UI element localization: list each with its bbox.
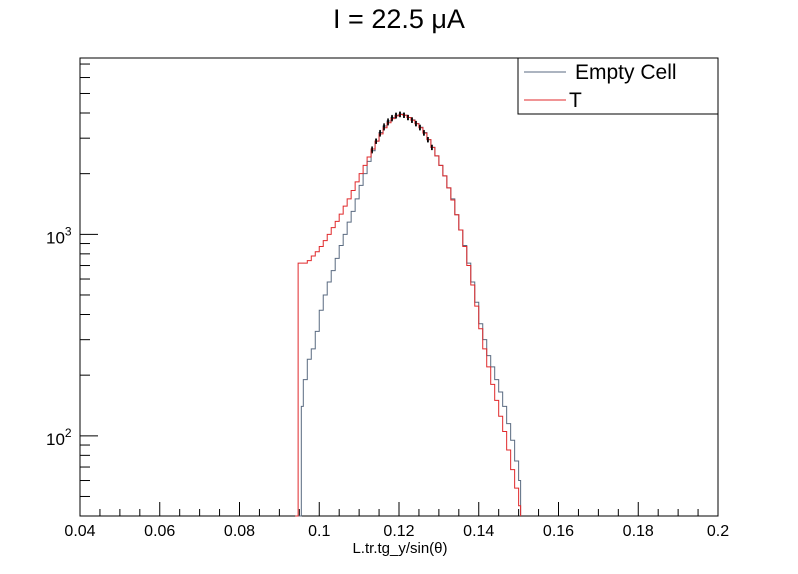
x-tick-label: 0.16 [543, 523, 574, 540]
legend-label-t: T [569, 89, 582, 112]
x-tick-label: 0.12 [383, 523, 414, 540]
y-tick-label: 103 [46, 224, 72, 247]
chart-title: I = 22.5 μA [333, 4, 465, 34]
x-axis-ticks: 0.04 0.06 0.08 0.1 0.12 0.14 0.16 0.18 0.2 [64, 502, 729, 540]
series-t-line [295, 114, 522, 517]
x-tick-label: 0.18 [623, 523, 654, 540]
plot-frame [79, 57, 719, 517]
y-axis-ticks: 102 103 [46, 63, 98, 517]
y-tick-label: 102 [46, 426, 72, 449]
legend-box [517, 57, 719, 115]
legend-label-empty-cell: Empty Cell [575, 61, 677, 84]
x-tick-label: 0.14 [463, 523, 494, 540]
legend: Empty Cell T [517, 57, 719, 115]
series-layer [295, 111, 522, 517]
x-axis-label: L.tr.tg_y/sin(θ) [352, 540, 447, 557]
x-tick-label: 0.2 [707, 523, 729, 540]
x-tick-label: 0.06 [144, 523, 175, 540]
series-empty-cell-line [295, 113, 522, 517]
x-tick-label: 0.1 [308, 523, 330, 540]
x-tick-label: 0.04 [64, 523, 95, 540]
x-tick-label: 0.08 [224, 523, 255, 540]
